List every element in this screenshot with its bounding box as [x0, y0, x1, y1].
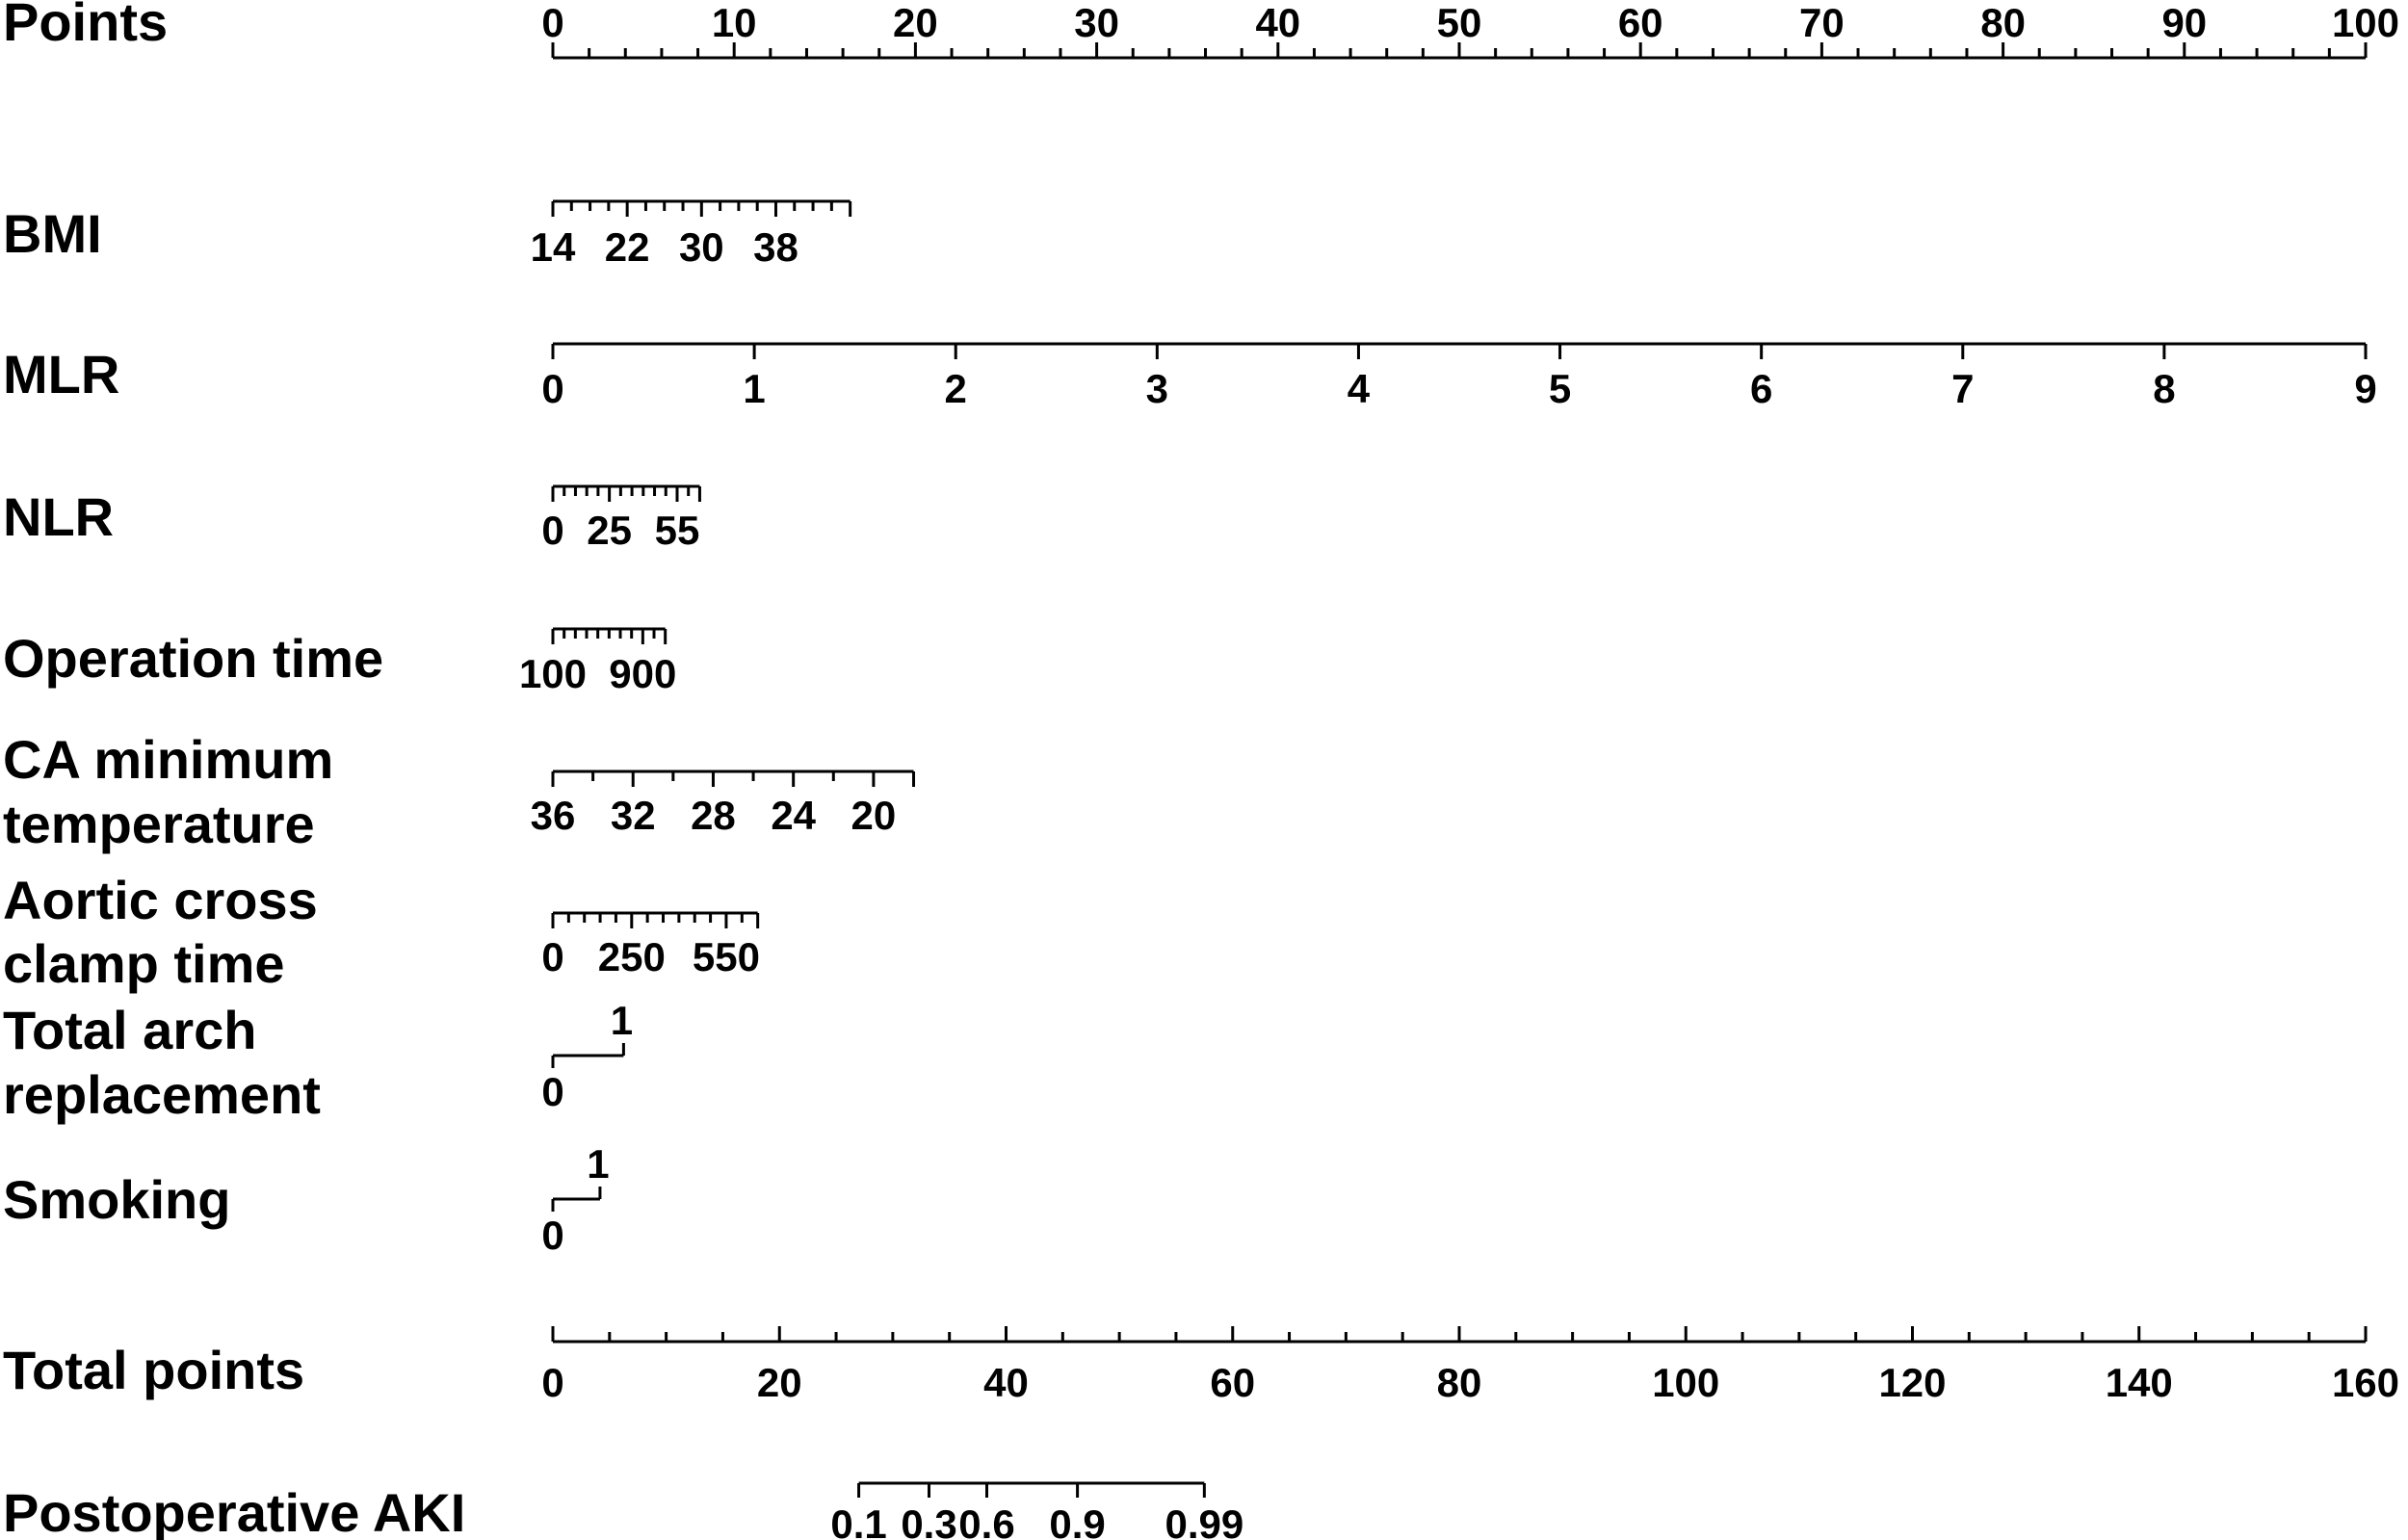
- row-label-total-arch-replacement: Total arch: [3, 1000, 256, 1060]
- tick-label-mlr: 3: [1146, 366, 1168, 411]
- row-label-points: Points: [3, 0, 168, 52]
- tick-label-points: 70: [1799, 0, 1845, 45]
- tick-label-nlr: 0: [541, 508, 563, 553]
- row-label-bmi: BMI: [3, 203, 102, 264]
- tick-label-total-points: 120: [1878, 1360, 1946, 1405]
- tick-label-postoperative-aki: 0.1: [830, 1501, 886, 1540]
- row-bmi: 14 22 30 38: [531, 199, 852, 270]
- tick-label-total-points: 60: [1210, 1360, 1255, 1405]
- tick-label-aortic-cross-clamp-time: 550: [693, 934, 760, 979]
- tick-label-bmi: 14: [531, 224, 576, 270]
- tick-label-mlr: 0: [541, 366, 563, 411]
- row-points: 0 10 20 30 40 50 60 70 80 90 100: [541, 0, 2399, 60]
- tick-label-smoking: 1: [587, 1141, 609, 1187]
- row-total-points: 0 20 40 60 80 100 120 140 160: [541, 1326, 2399, 1405]
- row-label-operation-time: Operation time: [3, 628, 383, 689]
- row-aortic-cross-clamp-time: 0 250 550: [541, 911, 760, 979]
- row-label-total-arch-replacement: replacement: [3, 1064, 321, 1125]
- tick-label-aortic-cross-clamp-time: 250: [598, 934, 666, 979]
- tick-label-points: 90: [2161, 0, 2207, 45]
- tick-label-points: 100: [2332, 0, 2399, 45]
- tick-label-total-arch-replacement: 1: [611, 998, 633, 1043]
- row-label-mlr: MLR: [3, 344, 119, 405]
- tick-label-operation-time: 100: [519, 651, 587, 696]
- tick-label-points: 60: [1618, 0, 1663, 45]
- row-ca-minimum-temperature: 36 32 28 24 20: [531, 770, 916, 838]
- row-label-total-points: Total points: [3, 1340, 304, 1400]
- tick-label-nlr: 25: [587, 508, 632, 553]
- tick-label-bmi: 22: [605, 224, 650, 270]
- tick-label-total-arch-replacement: 0: [541, 1069, 563, 1114]
- tick-label-bmi: 30: [679, 224, 724, 270]
- tick-label-mlr: 6: [1750, 366, 1772, 411]
- row-operation-time: 100 900: [519, 627, 676, 696]
- tick-label-points: 30: [1074, 0, 1119, 45]
- tick-label-ca-minimum-temperature: 32: [611, 793, 656, 838]
- tick-label-total-points: 100: [1652, 1360, 1719, 1405]
- row-nlr: 0 25 55: [541, 484, 701, 553]
- tick-label-points: 80: [1980, 0, 2026, 45]
- tick-label-mlr: 2: [945, 366, 967, 411]
- tick-label-mlr: 5: [1549, 366, 1571, 411]
- row-label-ca-minimum-temperature: temperature: [3, 794, 315, 854]
- row-postoperative-aki: 0.1 0.3 0.6 0.9 0.99: [830, 1481, 1243, 1540]
- row-total-arch-replacement: 01: [541, 998, 633, 1114]
- tick-label-total-points: 0: [541, 1360, 563, 1405]
- variable-labels: Points BMI MLR NLR Operation time CA minimumt…: [3, 0, 465, 1540]
- tick-label-mlr: 8: [2153, 366, 2175, 411]
- tick-label-mlr: 7: [1951, 366, 1974, 411]
- tick-label-points: 50: [1437, 0, 1482, 45]
- tick-label-ca-minimum-temperature: 36: [531, 793, 576, 838]
- tick-label-postoperative-aki: 0.99: [1165, 1501, 1243, 1540]
- row-label-aortic-cross-clamp-time: clamp time: [3, 933, 285, 994]
- tick-label-operation-time: 900: [609, 651, 676, 696]
- tick-label-total-points: 40: [983, 1360, 1029, 1405]
- tick-label-aortic-cross-clamp-time: 0: [541, 934, 563, 979]
- tick-label-ca-minimum-temperature: 20: [851, 793, 897, 838]
- row-mlr: 0 1 2 3 4 5 6 7 8 9: [541, 342, 2377, 411]
- tick-label-total-points: 160: [2332, 1360, 2399, 1405]
- row-smoking: 01: [541, 1141, 609, 1258]
- tick-label-total-points: 20: [757, 1360, 802, 1405]
- row-label-smoking: Smoking: [3, 1169, 230, 1230]
- tick-label-total-points: 140: [2106, 1360, 2173, 1405]
- row-label-nlr: NLR: [3, 486, 114, 547]
- tick-label-nlr: 55: [655, 508, 700, 553]
- tick-label-postoperative-aki: 0.6: [958, 1501, 1014, 1540]
- tick-label-postoperative-aki: 0.9: [1049, 1501, 1105, 1540]
- tick-label-points: 40: [1255, 0, 1300, 45]
- tick-label-points: 0: [541, 0, 563, 45]
- row-label-ca-minimum-temperature: CA minimum: [3, 729, 333, 790]
- tick-label-ca-minimum-temperature: 24: [771, 793, 816, 838]
- tick-label-total-points: 80: [1437, 1360, 1482, 1405]
- tick-label-mlr: 4: [1348, 366, 1371, 411]
- tick-label-ca-minimum-temperature: 28: [691, 793, 736, 838]
- tick-label-bmi: 38: [753, 224, 798, 270]
- row-label-aortic-cross-clamp-time: Aortic cross: [3, 870, 318, 930]
- tick-label-points: 10: [712, 0, 757, 45]
- tick-label-smoking: 0: [541, 1213, 563, 1258]
- tick-label-points: 20: [893, 0, 938, 45]
- row-label-postoperative-aki: Postoperative AKI: [3, 1482, 465, 1540]
- tick-label-mlr: 1: [743, 366, 765, 411]
- tick-label-mlr: 9: [2354, 366, 2376, 411]
- tick-label-postoperative-aki: 0.3: [901, 1501, 956, 1540]
